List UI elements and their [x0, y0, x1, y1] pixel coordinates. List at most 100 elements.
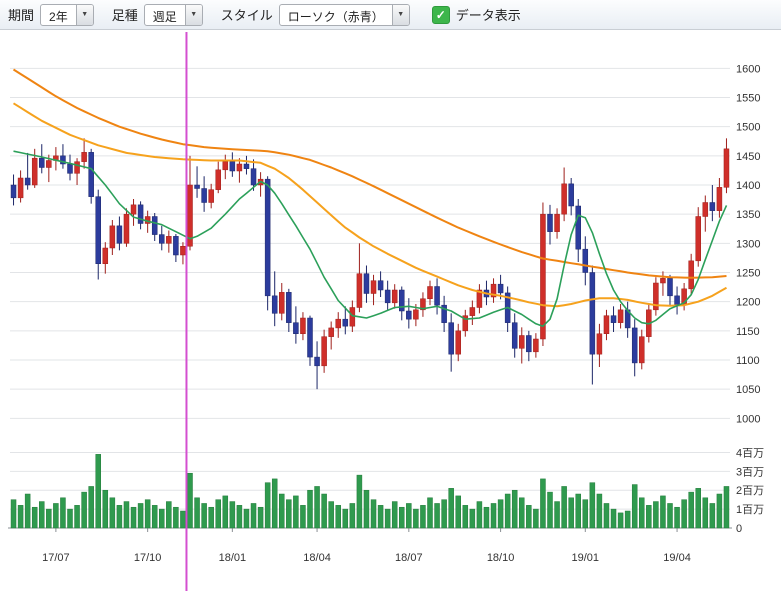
volume-bar: [384, 508, 391, 529]
style-value: ローソク（赤青）: [287, 9, 384, 24]
volume-bar: [81, 491, 87, 529]
volume-tick-label: 1百万: [736, 504, 764, 516]
candle-body: [540, 213, 546, 340]
x-tick-label: 19/04: [663, 552, 691, 564]
candle-body: [497, 283, 504, 294]
candle-body: [511, 322, 518, 349]
volume-bar: [469, 508, 476, 529]
volume-bar: [455, 495, 461, 529]
x-tick-label: 17/10: [134, 552, 162, 564]
style-dropdown[interactable]: ローソク（赤青） ▼: [278, 3, 410, 26]
candles: [10, 138, 730, 390]
volume-bar: [483, 506, 490, 529]
candle-body: [95, 196, 101, 265]
candle-body: [342, 318, 349, 327]
price-tick-label: 1500: [736, 122, 760, 134]
bar-type-dropdown[interactable]: 週足 ▼: [143, 3, 203, 26]
volume-bar: [264, 482, 271, 529]
candle-body: [370, 280, 377, 294]
x-tick-label: 18/07: [395, 552, 423, 564]
volume-bar: [39, 501, 45, 529]
volume-bar: [109, 497, 116, 529]
data-display-label: データ表示: [455, 8, 521, 23]
volume-bar: [589, 482, 596, 529]
candle-body: [519, 335, 525, 349]
candlestick-chart[interactable]: 1600 1550 1500 1450 1400 1350 1300 1250 1200 1150…: [0, 30, 781, 591]
price-tick-label: 1450: [736, 151, 760, 163]
volume-bar: [667, 503, 673, 529]
volume-bar: [307, 489, 313, 529]
volume-bar: [554, 501, 560, 529]
volume-bar: [173, 506, 179, 529]
grid-lines: [10, 67, 730, 510]
candle-body: [293, 322, 299, 334]
candle-body: [236, 163, 243, 172]
volume-bar: [603, 503, 610, 529]
volume-bar: [476, 501, 483, 529]
volume-bar: [377, 505, 384, 529]
candle-body: [427, 286, 433, 299]
candle-body: [533, 338, 539, 353]
candle-body: [702, 202, 709, 217]
candle-body: [74, 161, 80, 174]
volume-bar: [681, 499, 687, 529]
volume-bar: [286, 499, 292, 529]
candle-body: [406, 310, 412, 320]
style-label: スタイル: [220, 8, 273, 23]
volume-bar: [293, 495, 299, 529]
volume-bar: [695, 488, 701, 529]
candle-body: [60, 155, 66, 165]
candle-body: [173, 236, 179, 256]
candle-body: [709, 202, 716, 211]
candle-body: [448, 322, 454, 355]
candle-body: [46, 160, 52, 168]
price-tick-label: 1550: [736, 93, 760, 105]
candle-body: [271, 295, 278, 314]
volume-bar: [653, 501, 659, 529]
volume-bar: [639, 497, 645, 529]
volume-bar: [208, 506, 214, 529]
volume-bar: [321, 493, 327, 529]
candle-body: [180, 246, 186, 256]
x-tick-label: 17/07: [42, 552, 70, 564]
candle-body: [102, 247, 109, 264]
candle-body: [137, 204, 144, 224]
candle-body: [286, 292, 292, 323]
candle-body: [243, 163, 250, 169]
candle-body: [279, 292, 285, 314]
price-tick-label: 1150: [736, 326, 760, 338]
volume-bar: [490, 503, 497, 529]
volume-bar: [53, 503, 59, 529]
candle-body: [31, 157, 38, 186]
axis-labels: 1600 1550 1500 1450 1400 1350 1300 1250 1200 1150…: [8, 63, 764, 564]
ma-short-green: [13, 150, 728, 327]
volume-bar: [257, 506, 264, 529]
volume-bar: [540, 478, 546, 529]
chevron-down-icon[interactable]: ▼: [184, 4, 202, 25]
candle-body: [526, 335, 532, 353]
volume-bar: [441, 499, 447, 529]
volume-bars: [10, 454, 730, 529]
candle-body: [434, 286, 440, 306]
candle-body: [490, 283, 497, 298]
volume-bar: [610, 508, 617, 529]
volume-bar: [511, 489, 518, 529]
ma-mid-orange: [12, 102, 728, 308]
candle-body: [321, 336, 327, 367]
volume-bar: [60, 497, 66, 529]
volume-bar: [497, 499, 504, 529]
candle-body: [610, 315, 617, 323]
chevron-down-icon[interactable]: ▼: [391, 4, 409, 25]
period-dropdown[interactable]: 2年 ▼: [40, 3, 94, 26]
volume-bar: [427, 497, 433, 529]
candle-body: [264, 178, 271, 297]
chevron-down-icon[interactable]: ▼: [75, 4, 93, 25]
volume-bar: [46, 508, 52, 529]
data-display-checkbox[interactable]: ✓: [431, 5, 450, 24]
volume-bar: [646, 505, 652, 529]
candle-body: [631, 327, 638, 364]
candle-body: [88, 152, 94, 197]
candle-body: [24, 177, 31, 186]
volume-tick-label: 3百万: [736, 466, 764, 478]
candle-body: [561, 183, 567, 215]
